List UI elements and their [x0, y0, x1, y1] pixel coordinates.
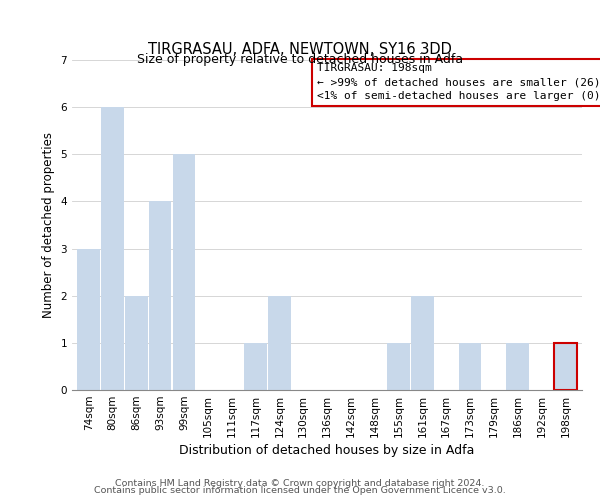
Bar [411, 296, 434, 390]
Y-axis label: Number of detached properties: Number of detached properties [42, 132, 55, 318]
Text: Contains HM Land Registry data © Crown copyright and database right 2024.: Contains HM Land Registry data © Crown c… [115, 478, 485, 488]
Bar [149, 202, 172, 390]
Text: Contains public sector information licensed under the Open Government Licence v3: Contains public sector information licen… [94, 486, 506, 495]
Bar [458, 343, 481, 390]
Text: Size of property relative to detached houses in Adfa: Size of property relative to detached ho… [137, 54, 463, 66]
Text: TIRGRASAU, ADFA, NEWTOWN, SY16 3DD: TIRGRASAU, ADFA, NEWTOWN, SY16 3DD [148, 42, 452, 58]
Bar [77, 248, 100, 390]
Bar [506, 343, 529, 390]
Bar [554, 343, 577, 390]
X-axis label: Distribution of detached houses by size in Adfa: Distribution of detached houses by size … [179, 444, 475, 457]
Bar [387, 343, 410, 390]
Bar [268, 296, 290, 390]
Bar [125, 296, 148, 390]
Text: TIRGRASAU: 198sqm
← >99% of detached houses are smaller (26)
<1% of semi-detache: TIRGRASAU: 198sqm ← >99% of detached hou… [317, 64, 600, 102]
Bar [173, 154, 196, 390]
Bar [101, 107, 124, 390]
Bar [244, 343, 267, 390]
